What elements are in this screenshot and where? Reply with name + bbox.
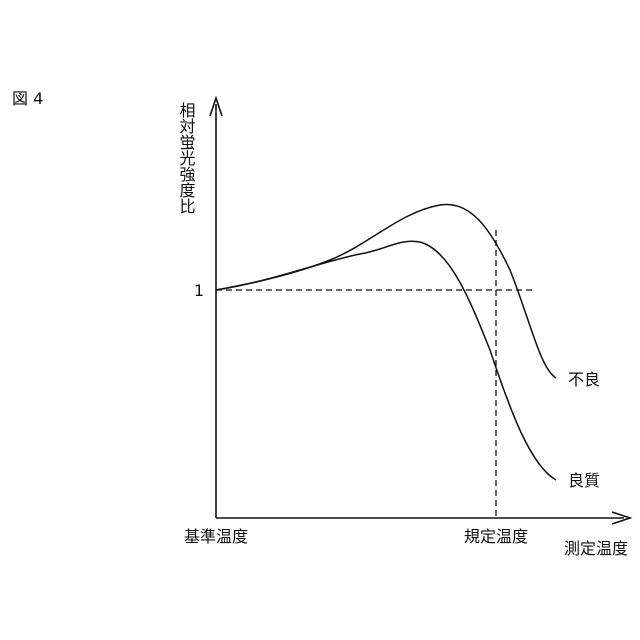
figure: 図 4 相対蛍光強度比 1 不良 良質 基準温度 規定温度 測定温度 bbox=[0, 0, 640, 640]
y-axis-label: 相対蛍光強度比 bbox=[177, 102, 196, 214]
defective-curve bbox=[216, 204, 556, 378]
defective-label: 不良 bbox=[568, 370, 600, 389]
good-label: 良質 bbox=[568, 471, 600, 490]
page: 図 4 相対蛍光強度比 1 不良 良質 基準温度 規定温度 測定温度 (() =… bbox=[0, 0, 640, 640]
good-curve bbox=[216, 241, 556, 480]
y-reference-label: 1 bbox=[194, 281, 204, 300]
reference-temperature-label: 基準温度 bbox=[184, 527, 248, 546]
specified-temperature-label: 規定温度 bbox=[464, 527, 528, 546]
figure-label: 図 4 bbox=[12, 89, 43, 108]
x-axis-label: 測定温度 bbox=[564, 539, 628, 558]
